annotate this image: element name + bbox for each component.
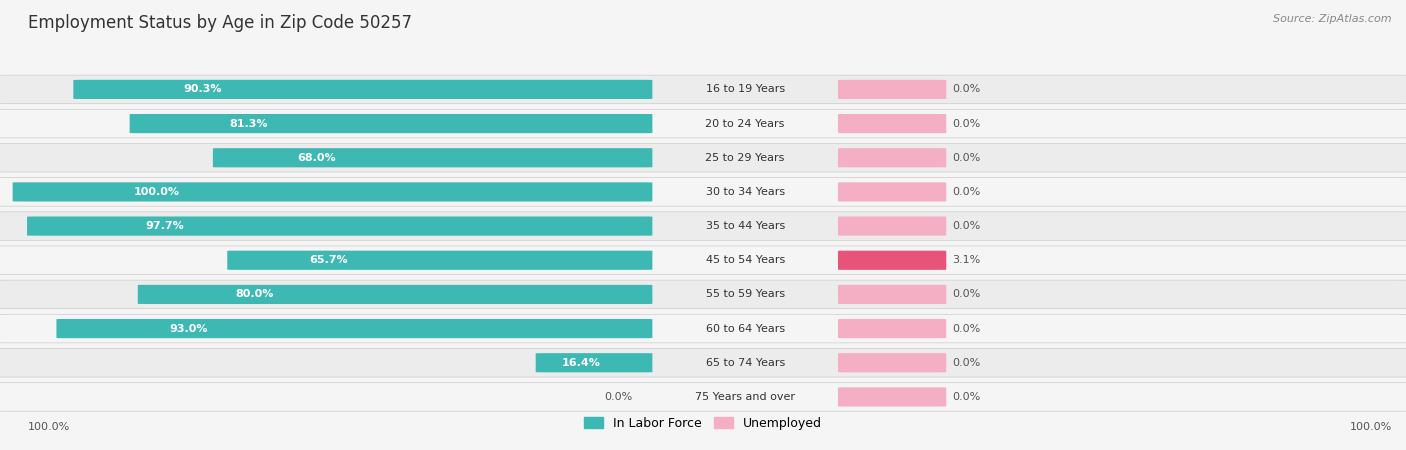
FancyBboxPatch shape bbox=[0, 246, 1406, 274]
FancyBboxPatch shape bbox=[838, 114, 946, 133]
Text: 0.0%: 0.0% bbox=[952, 119, 980, 129]
FancyBboxPatch shape bbox=[536, 353, 652, 372]
FancyBboxPatch shape bbox=[838, 216, 946, 236]
Text: 35 to 44 Years: 35 to 44 Years bbox=[706, 221, 785, 231]
Text: 97.7%: 97.7% bbox=[145, 221, 184, 231]
Text: 0.0%: 0.0% bbox=[952, 221, 980, 231]
Text: 75 Years and over: 75 Years and over bbox=[695, 392, 796, 402]
Legend: In Labor Force, Unemployed: In Labor Force, Unemployed bbox=[579, 412, 827, 435]
FancyBboxPatch shape bbox=[13, 182, 652, 202]
Text: 0.0%: 0.0% bbox=[952, 324, 980, 333]
FancyBboxPatch shape bbox=[0, 109, 1406, 138]
Text: Employment Status by Age in Zip Code 50257: Employment Status by Age in Zip Code 502… bbox=[28, 14, 412, 32]
FancyBboxPatch shape bbox=[228, 251, 652, 270]
FancyBboxPatch shape bbox=[838, 353, 946, 372]
Text: 81.3%: 81.3% bbox=[229, 119, 267, 129]
FancyBboxPatch shape bbox=[0, 212, 1406, 240]
FancyBboxPatch shape bbox=[129, 114, 652, 133]
Text: 100.0%: 100.0% bbox=[28, 423, 70, 432]
Text: 16.4%: 16.4% bbox=[562, 358, 600, 368]
Text: 68.0%: 68.0% bbox=[298, 153, 336, 163]
Text: 16 to 19 Years: 16 to 19 Years bbox=[706, 85, 785, 94]
FancyBboxPatch shape bbox=[838, 148, 946, 167]
Text: 30 to 34 Years: 30 to 34 Years bbox=[706, 187, 785, 197]
FancyBboxPatch shape bbox=[0, 178, 1406, 206]
Text: 45 to 54 Years: 45 to 54 Years bbox=[706, 255, 785, 265]
FancyBboxPatch shape bbox=[838, 80, 946, 99]
Text: 3.1%: 3.1% bbox=[952, 255, 980, 265]
Text: 0.0%: 0.0% bbox=[605, 392, 633, 402]
Text: 0.0%: 0.0% bbox=[952, 392, 980, 402]
Text: 90.3%: 90.3% bbox=[183, 85, 222, 94]
FancyBboxPatch shape bbox=[0, 75, 1406, 104]
Text: 0.0%: 0.0% bbox=[952, 289, 980, 299]
FancyBboxPatch shape bbox=[0, 314, 1406, 343]
FancyBboxPatch shape bbox=[73, 80, 652, 99]
Text: 100.0%: 100.0% bbox=[134, 187, 179, 197]
Text: 20 to 24 Years: 20 to 24 Years bbox=[706, 119, 785, 129]
FancyBboxPatch shape bbox=[838, 387, 946, 406]
Text: 0.0%: 0.0% bbox=[952, 187, 980, 197]
Text: 93.0%: 93.0% bbox=[169, 324, 208, 333]
FancyBboxPatch shape bbox=[0, 144, 1406, 172]
Text: 0.0%: 0.0% bbox=[952, 153, 980, 163]
FancyBboxPatch shape bbox=[138, 285, 652, 304]
Text: 60 to 64 Years: 60 to 64 Years bbox=[706, 324, 785, 333]
Text: 65.7%: 65.7% bbox=[309, 255, 347, 265]
FancyBboxPatch shape bbox=[0, 382, 1406, 411]
FancyBboxPatch shape bbox=[27, 216, 652, 236]
FancyBboxPatch shape bbox=[838, 285, 946, 304]
FancyBboxPatch shape bbox=[0, 280, 1406, 309]
FancyBboxPatch shape bbox=[838, 319, 946, 338]
Text: Source: ZipAtlas.com: Source: ZipAtlas.com bbox=[1274, 14, 1392, 23]
Text: 80.0%: 80.0% bbox=[236, 289, 274, 299]
FancyBboxPatch shape bbox=[838, 182, 946, 202]
FancyBboxPatch shape bbox=[838, 251, 946, 270]
FancyBboxPatch shape bbox=[0, 348, 1406, 377]
Text: 65 to 74 Years: 65 to 74 Years bbox=[706, 358, 785, 368]
FancyBboxPatch shape bbox=[212, 148, 652, 167]
Text: 25 to 29 Years: 25 to 29 Years bbox=[706, 153, 785, 163]
FancyBboxPatch shape bbox=[56, 319, 652, 338]
Text: 0.0%: 0.0% bbox=[952, 85, 980, 94]
Text: 55 to 59 Years: 55 to 59 Years bbox=[706, 289, 785, 299]
Text: 100.0%: 100.0% bbox=[1350, 423, 1392, 432]
Text: 0.0%: 0.0% bbox=[952, 358, 980, 368]
